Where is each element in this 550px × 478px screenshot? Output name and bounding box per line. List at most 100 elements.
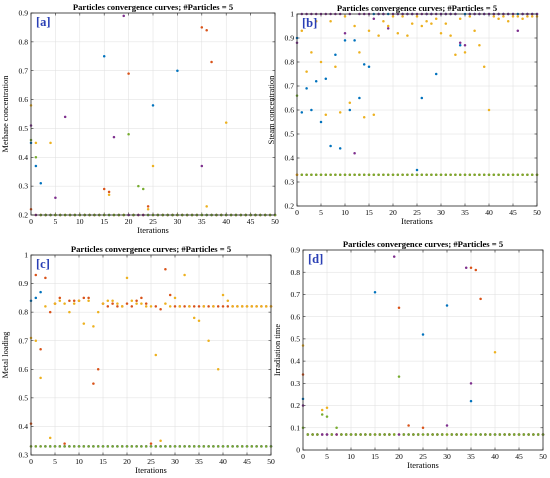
- data-point: [260, 445, 263, 448]
- x-tick-label: 20: [123, 457, 131, 466]
- data-point: [68, 445, 71, 448]
- data-point: [111, 445, 114, 448]
- data-point: [34, 339, 38, 342]
- data-point: [454, 173, 457, 177]
- data-point: [521, 17, 524, 21]
- data-point: [125, 445, 129, 448]
- data-point: [305, 173, 308, 177]
- data-point: [255, 305, 258, 308]
- data-point: [410, 22, 414, 25]
- y-tick-label: 0.3: [285, 178, 295, 187]
- data-point: [516, 173, 520, 177]
- x-tick-label: 15: [371, 452, 379, 461]
- data-point: [116, 302, 119, 305]
- x-tick-label: 15: [100, 217, 108, 226]
- data-point: [343, 31, 347, 35]
- data-point: [106, 305, 110, 308]
- data-point: [250, 445, 254, 448]
- data-point: [458, 43, 462, 47]
- panel-1: 0 5 10 15 20 25 30 35 40 45 50 0.2 0.3 0.4 0.5 0.6 0.7 0.…: [267, 3, 541, 226]
- data-point: [197, 445, 201, 448]
- data-point: [382, 173, 385, 177]
- data-point: [125, 302, 129, 305]
- data-point: [102, 55, 106, 58]
- chart-title: Particles convergence curves; #Particles…: [71, 244, 231, 254]
- data-point: [48, 310, 52, 314]
- data-point: [406, 173, 409, 177]
- y-tick-label: 1: [24, 251, 28, 260]
- data-point: [173, 305, 177, 308]
- data-point: [216, 305, 220, 308]
- data-point: [377, 34, 380, 37]
- data-point: [320, 413, 324, 416]
- data-point: [372, 113, 376, 117]
- data-point: [319, 60, 323, 64]
- panel-tag-label: [d]: [308, 252, 323, 266]
- data-point: [463, 51, 467, 54]
- data-point: [310, 173, 313, 177]
- x-tick-label: 30: [443, 452, 451, 461]
- y-axis-label: Steam concentration: [267, 75, 276, 144]
- data-point: [386, 24, 390, 28]
- data-point: [445, 433, 449, 436]
- data-point: [107, 193, 111, 197]
- data-point: [72, 445, 76, 448]
- x-tick-label: 0: [301, 452, 305, 461]
- data-point: [492, 173, 496, 177]
- data-point: [154, 445, 158, 448]
- data-point: [502, 173, 505, 177]
- data-point: [320, 433, 324, 436]
- data-point: [39, 445, 42, 448]
- data-point: [192, 305, 196, 308]
- data-point: [329, 19, 332, 23]
- data-point: [178, 305, 182, 308]
- data-point: [127, 132, 130, 136]
- data-point: [197, 305, 201, 308]
- series-4: [29, 445, 273, 448]
- panel-2: 0 5 10 15 20 25 30 35 40 45 50 0.3 0.4 0.5 0.6 0.7 0.8 0.…: [1, 244, 275, 475]
- x-tick-label: 10: [76, 217, 84, 226]
- data-point: [367, 29, 371, 33]
- x-tick-label: 45: [509, 208, 517, 217]
- data-point: [340, 433, 343, 436]
- x-tick-label: 20: [395, 452, 403, 461]
- data-point: [386, 173, 390, 177]
- x-tick-label: 10: [347, 452, 355, 461]
- data-point: [444, 173, 448, 177]
- data-point: [245, 445, 249, 448]
- y-tick-label: 0.7: [285, 82, 295, 91]
- data-point: [464, 433, 468, 436]
- data-point: [111, 299, 114, 302]
- data-point: [77, 445, 81, 448]
- series-2: [29, 273, 273, 442]
- data-point: [260, 305, 263, 308]
- data-point: [420, 173, 424, 177]
- data-point: [324, 113, 328, 117]
- y-tick-label: 1: [290, 10, 294, 19]
- data-point: [372, 173, 376, 177]
- data-point: [460, 433, 463, 436]
- data-point: [522, 433, 526, 436]
- data-point: [421, 433, 425, 436]
- data-point: [364, 433, 367, 436]
- y-tick-label: 0.1: [291, 423, 301, 432]
- data-point: [144, 302, 148, 305]
- data-point: [526, 173, 529, 177]
- data-point: [207, 445, 210, 448]
- data-point: [334, 173, 337, 177]
- data-point: [255, 445, 258, 448]
- data-point: [487, 173, 491, 177]
- data-point: [314, 19, 318, 23]
- data-point: [192, 445, 196, 448]
- data-point: [107, 190, 111, 194]
- x-tick-label: 0: [29, 217, 33, 226]
- y-tick-label: 0.9: [291, 246, 301, 255]
- data-point: [469, 382, 473, 385]
- data-point: [474, 433, 478, 436]
- data-point: [348, 108, 352, 112]
- data-point: [506, 19, 510, 23]
- data-point: [44, 276, 47, 280]
- data-point: [120, 305, 124, 308]
- data-point: [391, 173, 395, 177]
